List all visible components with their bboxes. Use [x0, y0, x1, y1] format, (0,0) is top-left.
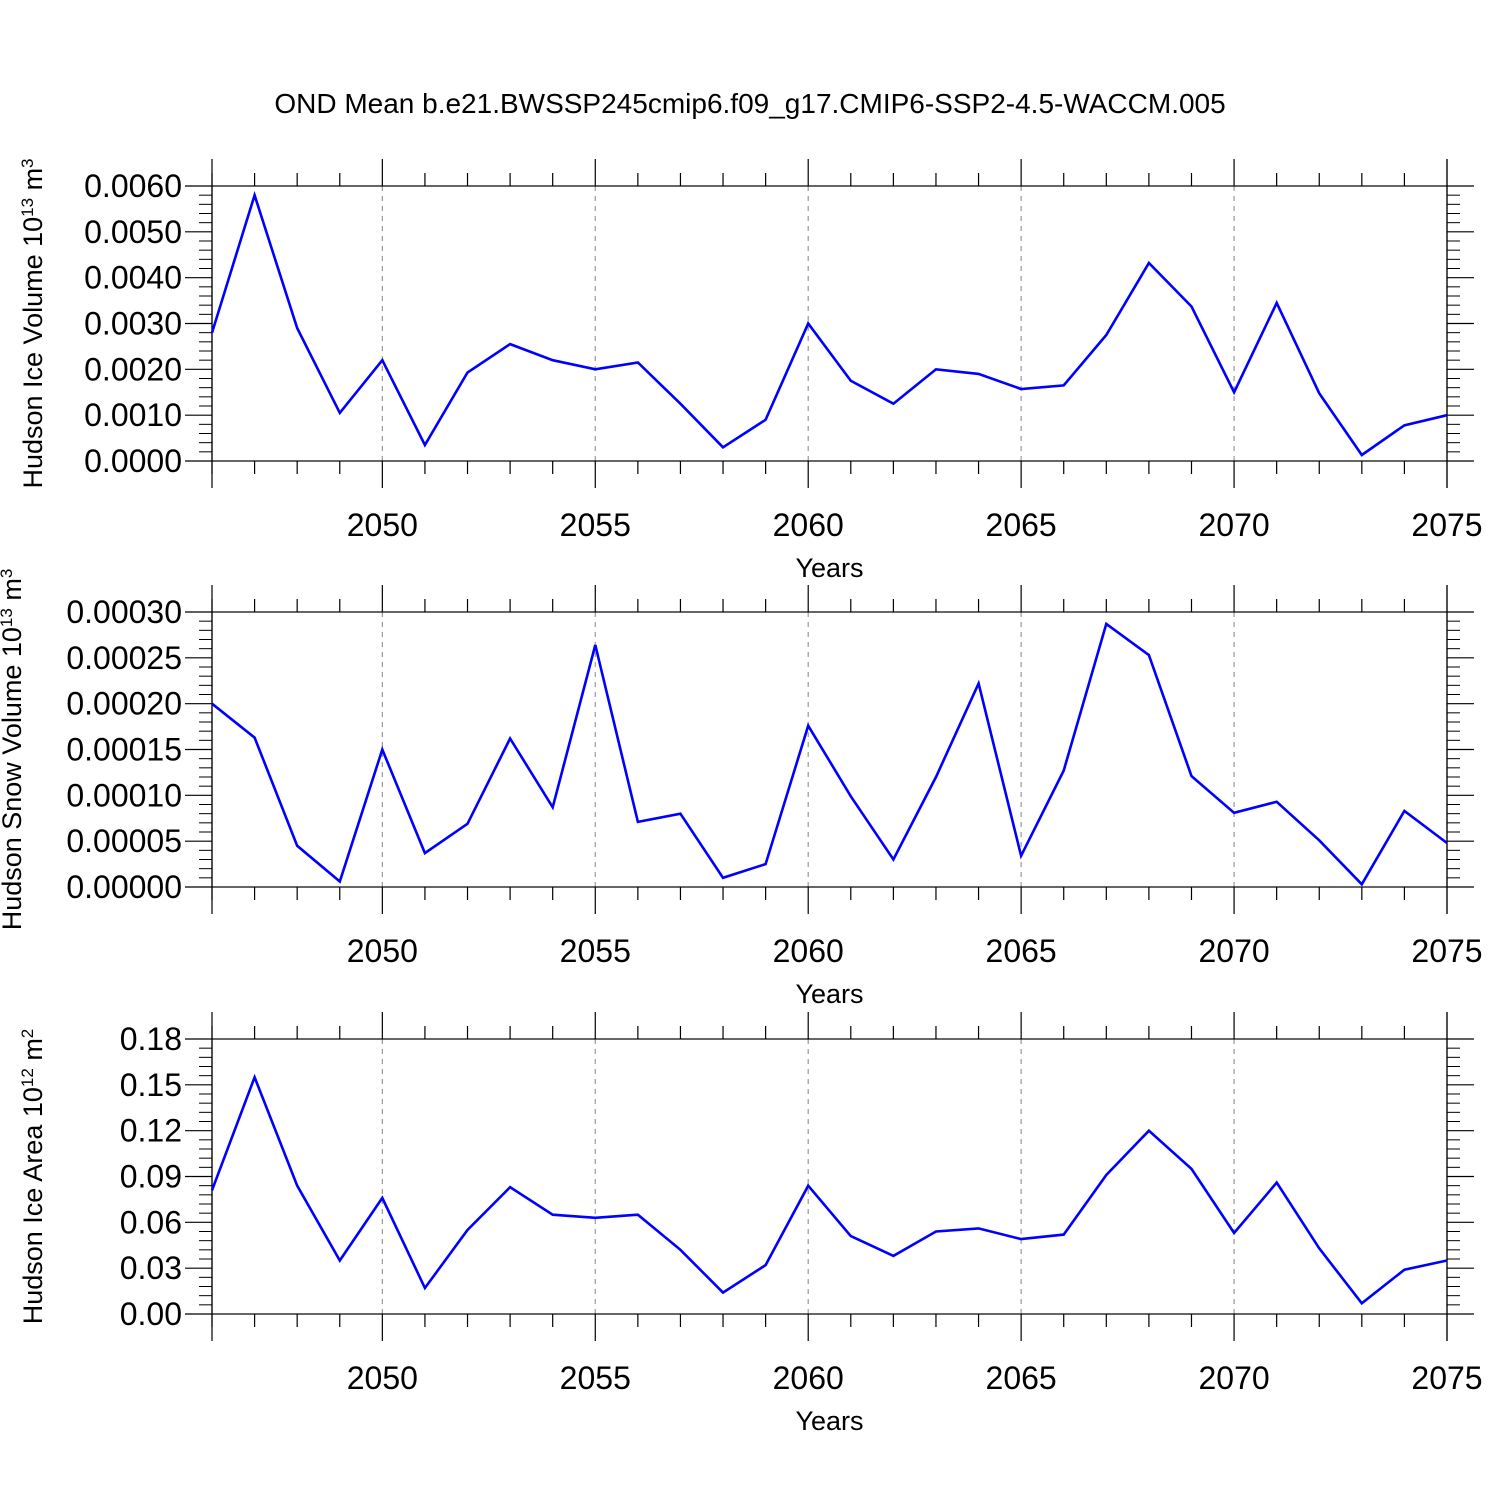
y-tick-label: 0.0040	[84, 260, 182, 296]
y-tick-label: 0.00	[120, 1296, 182, 1332]
x-tick-label: 2060	[773, 1360, 844, 1396]
y-axis-label: Hudson Ice Area 1012 m2	[18, 1029, 49, 1325]
figure-title: OND Mean b.e21.BWSSP245cmip6.f09_g17.CMI…	[274, 88, 1225, 119]
x-tick-label: 2050	[347, 1360, 418, 1396]
y-tick-label: 0.0050	[84, 214, 182, 250]
y-tick-label: 0.06	[120, 1204, 182, 1240]
y-tick-label: 0.15	[120, 1067, 182, 1103]
panels: 0.0000 0.0010 0.0020 0.0030 0.0040 0.0050 0.00…	[0, 158, 1483, 1436]
x-tick-label: 2070	[1198, 933, 1269, 969]
chart-panel-2: 0.00000 0.00005 0.00010 0.00015 0.00020 0.000…	[0, 569, 1483, 1009]
x-tick-label: 2065	[986, 933, 1057, 969]
x-axis-label: Years	[795, 979, 863, 1009]
y-tick-label: 0.00030	[66, 594, 182, 630]
x-tick-label: 2075	[1411, 507, 1482, 543]
y-tick-label: 0.00010	[66, 777, 182, 813]
y-tick-label: 0.18	[120, 1021, 182, 1057]
y-tick-label: 0.0020	[84, 351, 182, 387]
y-tick-label: 0.00000	[66, 869, 182, 905]
x-tick-label: 2055	[560, 507, 631, 543]
x-tick-label: 2055	[560, 933, 631, 969]
chart-panel-1: 0.0000 0.0010 0.0020 0.0030 0.0040 0.0050 0.00…	[18, 158, 1483, 583]
x-tick-label: 2070	[1198, 507, 1269, 543]
chart-panel-3: 0.00 0.03 0.06 0.09 0.12 0.15 0.18 2050 2055 2060…	[18, 1012, 1483, 1436]
y-tick-label: 0.0060	[84, 168, 182, 204]
y-tick-label: 0.00005	[66, 823, 182, 859]
y-axis-label: Hudson Ice Volume 1013 m3	[18, 158, 49, 488]
x-tick-label: 2075	[1411, 1360, 1482, 1396]
x-tick-label: 2050	[347, 507, 418, 543]
x-axis-label: Years	[795, 553, 863, 583]
y-tick-label: 0.0010	[84, 397, 182, 433]
x-tick-label: 2075	[1411, 933, 1482, 969]
x-tick-label: 2070	[1198, 1360, 1269, 1396]
x-tick-label: 2060	[773, 507, 844, 543]
y-tick-label: 0.09	[120, 1159, 182, 1195]
y-tick-label: 0.03	[120, 1250, 182, 1286]
series-line	[211, 621, 1448, 887]
x-tick-label: 2065	[986, 1360, 1057, 1396]
x-tick-label: 2050	[347, 933, 418, 969]
x-axis-label: Years	[795, 1406, 863, 1436]
x-tick-label: 2055	[560, 1360, 631, 1396]
series-line	[210, 1073, 1448, 1306]
y-tick-label: 0.12	[120, 1113, 182, 1149]
series-line	[210, 190, 1448, 457]
y-tick-label: 0.00020	[66, 686, 182, 722]
x-tick-label: 2065	[986, 507, 1057, 543]
x-tick-label: 2060	[773, 933, 844, 969]
y-tick-label: 0.0030	[84, 306, 182, 342]
y-tick-label: 0.0000	[84, 443, 182, 479]
y-axis-label: Hudson Snow Volume 1013 m3	[0, 569, 27, 931]
y-tick-label: 0.00015	[66, 732, 182, 768]
y-tick-label: 0.00025	[66, 640, 182, 676]
